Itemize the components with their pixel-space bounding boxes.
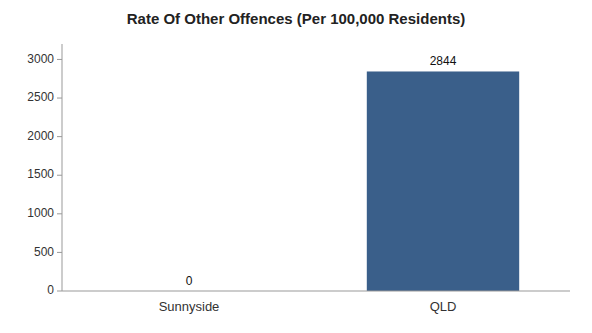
- bars: [367, 71, 519, 291]
- y-axis: 0 500 1000 1500 2000 2500 3000: [27, 44, 62, 297]
- y-tick: [57, 136, 62, 137]
- y-tick-label: 2500: [27, 90, 54, 104]
- y-tick: [57, 59, 62, 60]
- y-tick-label: 1000: [27, 206, 54, 220]
- y-tick: [57, 175, 62, 176]
- y-axis-line: [62, 44, 63, 291]
- data-label: 2844: [430, 54, 457, 68]
- y-tick: [57, 98, 62, 99]
- x-tick-label: Sunnyside: [159, 299, 220, 314]
- y-tick-label: 2000: [27, 129, 54, 143]
- x-tick-label: QLD: [430, 299, 457, 314]
- y-tick: [57, 213, 62, 214]
- y-tick-label: 500: [34, 245, 54, 259]
- bar: [367, 71, 519, 291]
- y-tick: [57, 291, 62, 292]
- chart-title: Rate Of Other Offences (Per 100,000 Resi…: [127, 10, 465, 27]
- y-tick-label: 3000: [27, 52, 54, 66]
- x-axis: Sunnyside QLD: [159, 299, 457, 314]
- data-labels: 0 2844: [186, 54, 457, 288]
- y-tick: [57, 252, 62, 253]
- x-axis-line: [62, 291, 570, 292]
- y-tick-label: 1500: [27, 167, 54, 181]
- chart-svg: Rate Of Other Offences (Per 100,000 Resi…: [0, 0, 592, 333]
- data-label: 0: [186, 274, 193, 288]
- y-tick-label: 0: [47, 283, 54, 297]
- chart-container: Rate Of Other Offences (Per 100,000 Resi…: [0, 0, 592, 333]
